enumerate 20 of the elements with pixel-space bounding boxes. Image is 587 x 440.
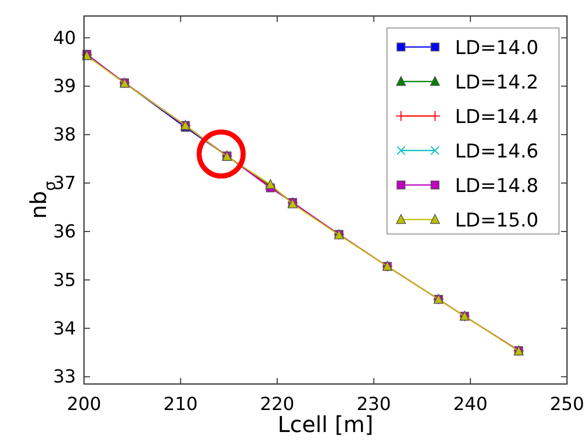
x-tick-label: 230 [356, 394, 391, 415]
legend-label: LD=14.0 [455, 37, 538, 59]
x-tick-label: 200 [66, 394, 102, 415]
y-tick-label: 39 [53, 76, 76, 98]
legend-label: LD=14.8 [455, 175, 538, 197]
y-tick-label: 34 [53, 318, 76, 340]
y-tick-label: 40 [53, 28, 76, 49]
legend-label: LD=14.6 [455, 140, 538, 162]
x-axis-title: Lcell [m] [278, 413, 374, 438]
legend-label: LD=15.0 [455, 210, 538, 232]
y-tick-label: 33 [53, 366, 76, 388]
x-tick-label: 240 [453, 394, 488, 415]
y-tick-label: 35 [53, 270, 76, 291]
legend-label: LD=14.4 [455, 106, 538, 128]
legend-label: LD=14.2 [455, 72, 538, 94]
y-tick-label: 36 [53, 221, 76, 242]
y-tick-label: 38 [53, 124, 76, 146]
x-tick-label: 210 [163, 394, 198, 415]
x-tick-label: 250 [550, 394, 584, 415]
x-tick-label: 220 [260, 394, 294, 415]
